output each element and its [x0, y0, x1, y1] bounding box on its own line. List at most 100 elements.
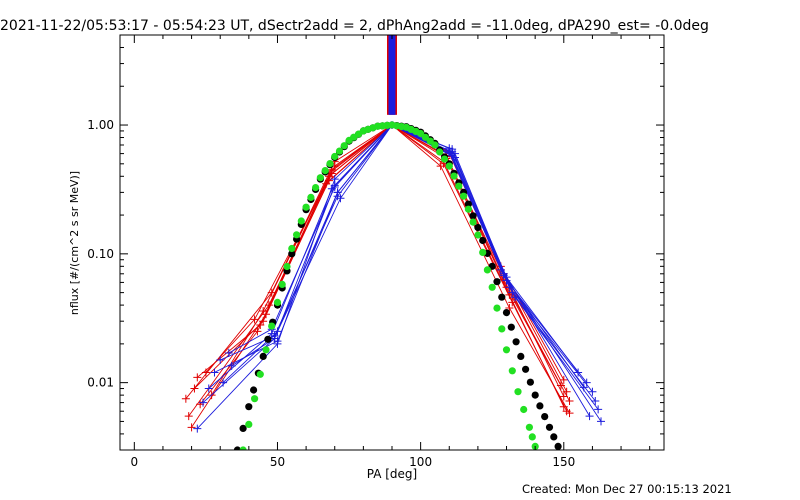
data-point-plus-blue	[574, 368, 583, 377]
model-curve-dot-black	[536, 402, 544, 410]
model-curve-dot-black	[517, 352, 525, 360]
data-point-plus-red	[190, 384, 199, 393]
model-curve-dot-green	[307, 193, 315, 201]
model-curve-dot-black	[288, 250, 296, 258]
model-curve-dot-green	[283, 262, 291, 271]
model-curve-dot-green	[312, 184, 320, 192]
model-curve-dot-green	[239, 446, 247, 450]
data-point-plus-red	[436, 162, 445, 171]
y-tick-label: 0.01	[87, 376, 114, 390]
series-line-red	[185, 124, 565, 399]
model-curve-dot-green	[297, 217, 305, 225]
plot-area	[181, 35, 606, 450]
data-point-plus-red	[508, 298, 517, 307]
y-axis-label: nflux [#/(cm^2 s sr MeV)]	[68, 171, 81, 315]
model-curve-dot-black	[498, 293, 506, 301]
data-point-plus-red	[565, 409, 574, 418]
data-point-plus-blue	[511, 293, 520, 302]
data-point-plus-blue	[204, 384, 213, 393]
data-point-plus-red	[259, 306, 268, 315]
model-curve-dot-green	[479, 248, 487, 256]
model-curve-dot-green	[514, 388, 522, 396]
model-curve-dot-green	[440, 155, 449, 163]
model-curve-dot-green	[316, 174, 324, 182]
data-point-plus-red	[181, 394, 190, 403]
data-point-plus-red	[559, 375, 568, 384]
model-curve-dot-green	[460, 192, 468, 200]
series-line-blue	[214, 124, 596, 402]
data-point-plus-blue	[582, 378, 591, 387]
model-curve-dot-black	[264, 335, 272, 343]
model-curve-dot-black	[522, 365, 530, 373]
data-point-plus-red	[201, 368, 210, 377]
data-point-plus-blue	[591, 397, 600, 406]
data-point-plus-blue	[450, 153, 459, 162]
model-curve-dot-green	[278, 280, 286, 288]
model-curve-dot-green	[525, 423, 534, 431]
model-curve-dot-green	[520, 405, 528, 414]
model-curve-dot-green	[262, 346, 270, 354]
model-curve-dot-black	[531, 391, 539, 399]
model-curve-dot-black	[233, 446, 241, 450]
model-curve-dot-green	[321, 167, 329, 175]
model-curve-dot-black	[541, 413, 549, 421]
model-curve-dot-black	[479, 236, 487, 245]
data-point-plus-blue	[219, 378, 228, 387]
data-point-plus-red	[187, 423, 196, 432]
model-curve-dot-black	[259, 352, 267, 360]
data-point-plus-blue	[594, 405, 603, 414]
data-point-plus-blue	[597, 417, 606, 426]
model-curve-dot-black	[550, 433, 558, 441]
data-point-plus-red	[559, 392, 568, 401]
model-curve-dot-black	[239, 424, 247, 432]
model-curve-dot-green	[245, 420, 253, 428]
x-tick-label: 50	[270, 455, 285, 469]
model-curve-dot-green	[508, 367, 516, 375]
data-point-plus-blue	[588, 387, 597, 396]
data-point-plus-red	[253, 327, 262, 336]
model-curve-dot-green	[340, 142, 348, 150]
series-line-blue	[222, 124, 590, 417]
data-point-plus-red	[184, 412, 193, 421]
model-curve-dot-green	[455, 182, 463, 190]
y-tick-label: 0.10	[87, 247, 114, 261]
data-point-plus-red	[565, 397, 574, 406]
model-curve-dot-green	[335, 147, 344, 155]
data-point-plus-blue	[496, 265, 505, 274]
model-curve-dot-black	[493, 278, 501, 286]
model-curve-dot-black	[554, 442, 562, 450]
model-curve-dot-black	[250, 386, 258, 394]
model-curve-dot-black	[526, 378, 535, 386]
model-curve-dot-green	[445, 162, 453, 170]
model-curve-dot-green	[288, 244, 296, 253]
model-curve-dot-green	[293, 231, 301, 239]
data-point-plus-blue	[585, 412, 594, 421]
model-curve-dot-black	[512, 338, 520, 346]
data-point-plus-blue	[448, 147, 457, 156]
model-curve-dot-black	[545, 423, 554, 431]
model-curve-dot-green	[302, 203, 310, 211]
data-point-plus-red	[250, 315, 259, 324]
model-curve-dot-green	[469, 218, 477, 226]
model-curve-dot-green	[483, 266, 491, 274]
model-curve-dot-green	[421, 133, 429, 141]
created-timestamp: Created: Mon Dec 27 00:15:13 2021	[522, 482, 732, 496]
model-curve-dot-green	[331, 152, 339, 161]
data-point-plus-blue	[270, 334, 279, 343]
data-point-plus-red	[193, 373, 202, 382]
model-curve-dot-green	[528, 433, 536, 441]
model-curve-dot-green	[268, 322, 276, 330]
model-curve-dot-green	[273, 298, 282, 306]
model-curve-dot-black	[502, 309, 511, 317]
x-tick-label: 0	[130, 455, 138, 469]
model-curve-dot-green	[464, 205, 472, 213]
model-curve-dot-black	[245, 403, 253, 411]
x-tick-label: 100	[409, 455, 432, 469]
model-curve-dot-green	[502, 346, 511, 354]
data-point-plus-blue	[333, 188, 342, 197]
model-curve-dot-green	[251, 395, 259, 403]
pa90-marker-blue	[388, 35, 396, 115]
model-curve-dot-green	[436, 148, 444, 156]
series-line-blue	[220, 124, 599, 410]
